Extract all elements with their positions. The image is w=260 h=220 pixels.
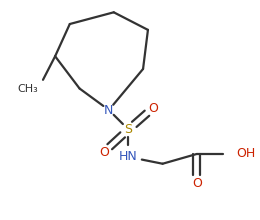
Text: CH₃: CH₃ xyxy=(18,84,38,93)
Text: O: O xyxy=(148,102,158,115)
Text: HN: HN xyxy=(119,150,138,163)
Text: N: N xyxy=(104,103,114,117)
Text: S: S xyxy=(124,123,132,136)
Text: O: O xyxy=(192,177,202,190)
Text: OH: OH xyxy=(236,147,255,160)
Text: O: O xyxy=(99,145,109,159)
